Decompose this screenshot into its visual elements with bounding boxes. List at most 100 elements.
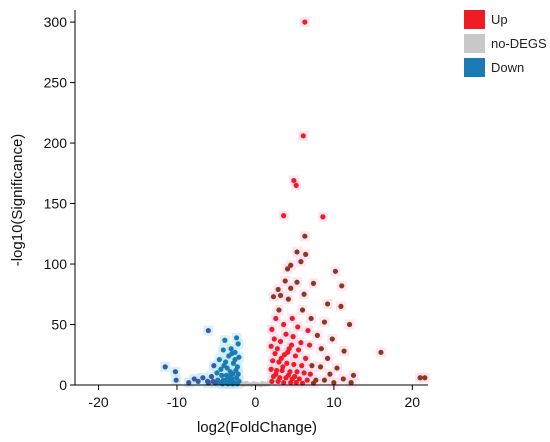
down-point [214, 370, 220, 376]
up-point [324, 355, 331, 361]
up-point [327, 371, 333, 377]
x-axis-label: log2(FoldChange) [197, 419, 317, 436]
down-point [233, 335, 240, 341]
up-point [314, 332, 320, 339]
up-point [288, 262, 294, 268]
up-point [348, 379, 354, 386]
up-point [308, 315, 314, 322]
up-point [269, 378, 275, 384]
y-axis-label: -log10(Significance) [9, 134, 26, 267]
up-point [290, 334, 296, 340]
down-point [212, 380, 219, 386]
up-point [303, 355, 309, 361]
up-point [270, 358, 276, 364]
up-point [277, 338, 284, 345]
up-point [271, 336, 277, 342]
down-point [186, 379, 192, 386]
down-point [162, 364, 168, 370]
up-point [324, 301, 331, 307]
y-axis-ticks: 0 50 100 150 200 250 300 [44, 14, 75, 393]
up-point [281, 379, 287, 386]
up-point [302, 19, 308, 25]
up-point [275, 286, 281, 293]
legend-item-down: Down [464, 57, 547, 78]
legend-label-down: Down [491, 60, 525, 75]
y-tick-label: 0 [59, 377, 67, 393]
up-point [284, 266, 291, 272]
up-point [417, 375, 423, 381]
up-point [295, 347, 302, 353]
up-point [321, 377, 328, 383]
down-point [232, 356, 238, 363]
y-tick-label: 100 [44, 256, 68, 272]
up-point [306, 342, 313, 348]
up-point [280, 364, 286, 370]
up-point [321, 319, 328, 325]
up-point [291, 177, 297, 184]
up-point [301, 370, 307, 376]
up-point [303, 251, 309, 257]
down-point [229, 350, 235, 357]
axes [74, 10, 428, 386]
x-axis-ticks: -20 -10 0 10 20 [88, 385, 420, 410]
x-tick-label: 20 [405, 394, 421, 410]
down-point [222, 337, 228, 343]
up-point [288, 342, 295, 348]
up-point [304, 377, 310, 383]
y-tick-label: 200 [44, 135, 68, 151]
up-point [281, 213, 287, 219]
legend-label-no-degs: no-DEGS [491, 36, 547, 51]
up-point [338, 303, 344, 309]
up-point [298, 340, 304, 346]
up-point [294, 369, 300, 375]
up-point [293, 182, 299, 189]
y-tick-label: 250 [44, 75, 68, 91]
up-point [288, 285, 294, 291]
up-point [268, 366, 274, 372]
up-point [268, 343, 274, 349]
down-point [195, 378, 201, 384]
x-tick-label: -20 [88, 394, 108, 410]
up-point [272, 350, 278, 357]
up-point [284, 360, 290, 366]
legend-swatch-down [464, 58, 485, 77]
up-point [295, 324, 301, 330]
up-point [341, 348, 347, 354]
down-point [173, 377, 179, 383]
up-point [269, 326, 275, 332]
y-tick-label: 50 [51, 317, 67, 333]
down-point [228, 346, 234, 352]
up-point [270, 294, 277, 300]
up-point [320, 214, 326, 220]
down-point [211, 363, 217, 369]
x-tick-label: 10 [326, 394, 342, 410]
up-point [299, 380, 306, 386]
legend-label-up: Up [491, 12, 508, 27]
up-point [291, 361, 297, 368]
up-highlight-region [266, 17, 430, 389]
up-point [307, 371, 313, 377]
up-point [289, 315, 295, 322]
up-point [284, 349, 291, 355]
down-point [200, 375, 206, 381]
down-point [230, 381, 236, 387]
up-point [334, 365, 340, 371]
up-point [274, 346, 280, 352]
up-point [318, 346, 324, 352]
up-point [299, 363, 305, 369]
up-point [331, 379, 337, 386]
up-point [285, 296, 291, 302]
down-point [226, 373, 233, 380]
up-point [422, 375, 428, 381]
up-point [305, 327, 311, 334]
up-point [340, 376, 346, 382]
down-point [208, 373, 215, 380]
no-degs-point [243, 380, 249, 386]
y-tick-label: 300 [44, 14, 68, 30]
legend: Up no-DEGS Down [464, 9, 547, 81]
down-point [205, 380, 211, 386]
up-point [317, 364, 324, 370]
up-point [346, 321, 353, 328]
up-point [310, 380, 317, 386]
legend-item-no-degs: no-DEGS [464, 33, 547, 54]
